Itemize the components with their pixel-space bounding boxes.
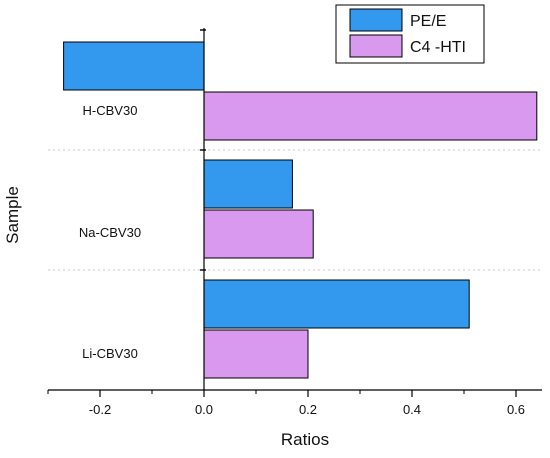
bars (63, 41, 538, 379)
category-label: Na-CBV30 (79, 225, 141, 240)
bar-h-cbv30-pe-e (63, 41, 205, 91)
axis-labels: Ratios Sample -0.2 0.0 0.2 0.4 0.6 H-CBV30 Na-… (3, 103, 525, 449)
bar-li-cbv30-c4-hti (203, 329, 309, 379)
bar-na-cbv30-pe-e (203, 159, 293, 209)
x-tick-label: -0.2 (89, 402, 111, 417)
bar-na-cbv30-c4-hti (203, 209, 314, 259)
bar-li-cbv30-pe-e (203, 279, 470, 329)
x-tick-label: 0.2 (299, 402, 317, 417)
legend: PE/E C4 -HTI (335, 4, 485, 64)
legend-swatch (349, 34, 403, 58)
bar-h-cbv30-c4-hti (203, 91, 538, 141)
category-label: H-CBV30 (83, 103, 138, 118)
x-tick-label: 0.0 (195, 402, 213, 417)
group-separators (48, 149, 542, 271)
x-axis-title: Ratios (281, 430, 329, 449)
y-axis-title: Sample (3, 186, 22, 244)
category-label: Li-CBV30 (82, 346, 138, 361)
x-tick-label: 0.4 (403, 402, 421, 417)
x-tick-label: 0.6 (507, 402, 525, 417)
axes (47, 28, 542, 397)
legend-swatch (349, 8, 403, 32)
legend-label: PE/E (410, 13, 446, 30)
legend-label: C4 -HTI (410, 39, 466, 56)
